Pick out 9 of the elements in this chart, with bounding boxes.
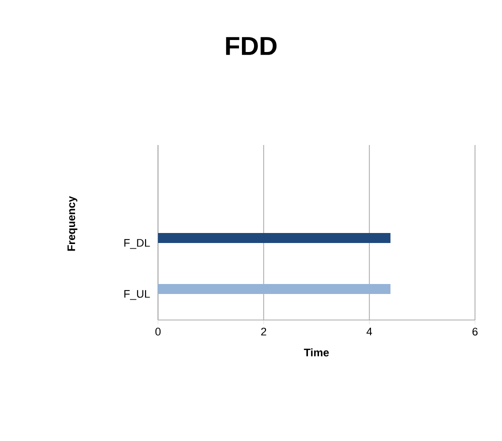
y-axis-title: Frequency [68, 196, 78, 251]
y-tick-label: F_UL [124, 290, 150, 300]
x-axis-title: Time [304, 348, 329, 356]
x-tick-label: 2 [261, 328, 266, 336]
y-tick-label: F_DL [124, 239, 150, 249]
x-tick-label: 4 [366, 328, 372, 336]
x-tick-label: 6 [472, 328, 478, 336]
x-tick-label: 0 [155, 328, 161, 336]
chart-title: FDD [226, 37, 277, 55]
